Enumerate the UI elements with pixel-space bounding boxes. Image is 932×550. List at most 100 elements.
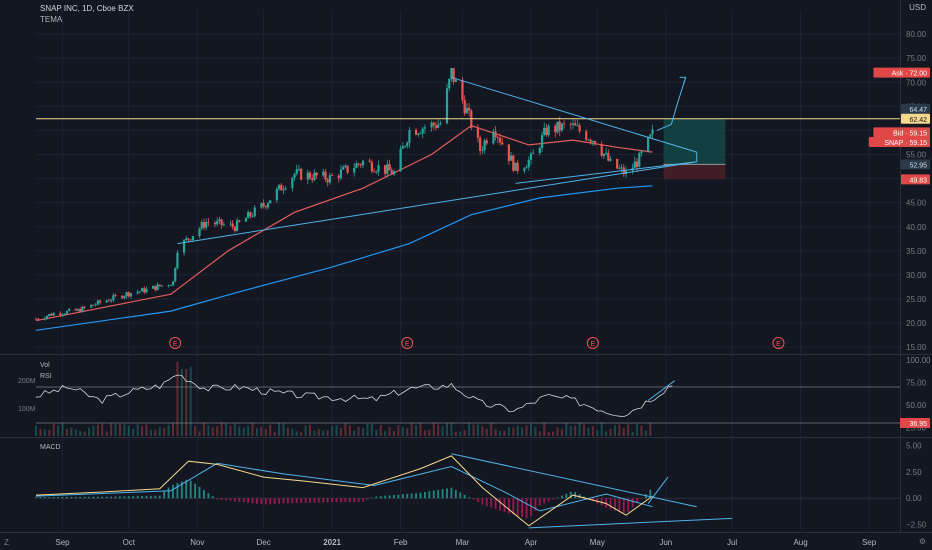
- volume-bar: [446, 422, 449, 436]
- candle-body: [156, 284, 159, 291]
- lower-trendline[interactable]: [515, 161, 697, 184]
- volume-bar: [216, 426, 219, 436]
- timezone-toggle[interactable]: Z: [4, 538, 9, 547]
- long-position-target-zone[interactable]: [663, 118, 726, 165]
- candle-body: [649, 134, 652, 137]
- macd-histogram-bar: [609, 498, 612, 510]
- candle-body: [403, 146, 407, 147]
- macd-histogram-bar: [304, 498, 307, 503]
- macd-histogram-bar: [375, 496, 378, 499]
- macd-histogram-bar: [481, 498, 484, 505]
- candle-body: [110, 300, 113, 302]
- macd-histogram-bar: [260, 498, 263, 505]
- price-tick-label: 25.00: [906, 295, 927, 304]
- volume-bar: [326, 430, 329, 436]
- volume-bar: [43, 429, 46, 436]
- candle-body: [98, 300, 102, 303]
- volume-bar: [74, 429, 77, 436]
- macd-lower-trendline[interactable]: [528, 517, 733, 529]
- macd-histogram-bar: [507, 498, 510, 514]
- earnings-marker[interactable]: [772, 337, 785, 349]
- candle-body: [167, 285, 170, 287]
- volume-bar: [52, 423, 55, 436]
- candle-body: [76, 309, 80, 311]
- candle-body: [284, 188, 287, 190]
- macd-histogram-bar: [229, 498, 232, 501]
- candle-body: [432, 122, 435, 126]
- candle-body: [114, 295, 117, 297]
- volume-bar: [627, 424, 630, 436]
- price-badge-label: Ask · 72.00: [892, 71, 928, 78]
- macd-histogram-bar: [238, 498, 241, 502]
- volume-bar: [70, 427, 73, 436]
- indicator-label[interactable]: TEMA: [40, 15, 63, 24]
- macd-histogram-bar: [127, 496, 130, 499]
- earnings-marker-label: E: [776, 341, 781, 348]
- volume-bar: [189, 366, 192, 436]
- macd-histogram-bar: [92, 496, 95, 499]
- candle-body: [439, 123, 442, 125]
- candle-body: [328, 175, 331, 183]
- price-tick-label: 80.00: [906, 30, 927, 39]
- candle-body: [105, 300, 108, 303]
- candle-body: [143, 288, 146, 293]
- price-tick-label: 40.00: [906, 223, 927, 232]
- candle-body: [308, 172, 312, 179]
- volume-bar: [388, 427, 391, 436]
- price-tick-label: 75.00: [906, 54, 927, 63]
- macd-arrow[interactable]: [647, 476, 669, 504]
- projection-arrow[interactable]: [656, 77, 687, 131]
- earnings-marker-label: E: [591, 341, 596, 348]
- candle-body: [198, 228, 201, 236]
- earnings-marker[interactable]: [169, 337, 182, 349]
- macd-histogram-bar: [578, 494, 581, 499]
- candle-body: [251, 216, 254, 217]
- volume-bar: [370, 423, 373, 436]
- support-trendline[interactable]: [177, 161, 697, 245]
- long-position-stop-zone[interactable]: [663, 164, 726, 180]
- volume-bar: [154, 429, 157, 436]
- macd-upper-trendline[interactable]: [451, 453, 697, 508]
- upper-trendline[interactable]: [451, 76, 697, 153]
- candle-body: [52, 313, 55, 316]
- volume-bar: [463, 430, 466, 436]
- macd-histogram-bar: [247, 498, 250, 503]
- candle-body: [558, 121, 561, 131]
- price-badge-label: Bid · 59.15: [893, 130, 927, 137]
- macd-histogram-bar: [331, 498, 334, 503]
- rsi-badge-bg: [900, 418, 930, 428]
- volume-bar: [348, 425, 351, 436]
- volume-bar: [622, 427, 625, 436]
- volume-bar: [158, 426, 161, 436]
- ema-fast-line: [35, 124, 653, 322]
- time-tick-label: Mar: [456, 538, 470, 547]
- candle-body: [448, 78, 451, 89]
- candle-body: [545, 127, 548, 136]
- earnings-marker[interactable]: [586, 337, 599, 349]
- macd-histogram-bar: [300, 498, 303, 503]
- earnings-marker[interactable]: [401, 337, 414, 349]
- macd-histogram-bar: [499, 498, 501, 511]
- volume-bar: [35, 425, 37, 436]
- volume-bar: [587, 427, 590, 436]
- rsi-arrow[interactable]: [647, 380, 675, 401]
- candle-body: [585, 131, 588, 140]
- volume-bar: [574, 425, 577, 436]
- candle-body: [543, 127, 546, 136]
- candle-body: [262, 203, 265, 206]
- macd-histogram-bar: [543, 498, 546, 504]
- macd-histogram-bar: [322, 498, 325, 503]
- candle-body: [229, 223, 232, 225]
- candle-body: [600, 144, 603, 156]
- macd-histogram-bar: [317, 498, 320, 503]
- macd-histogram-bar: [432, 490, 435, 499]
- candle-body: [112, 295, 115, 301]
- settings-gear-icon[interactable]: ⚙: [918, 537, 926, 546]
- candle-body: [238, 220, 241, 222]
- macd-histogram-bar: [627, 498, 630, 512]
- volume-bar: [172, 422, 175, 436]
- price-badge: [901, 174, 930, 185]
- candle-body: [249, 212, 252, 217]
